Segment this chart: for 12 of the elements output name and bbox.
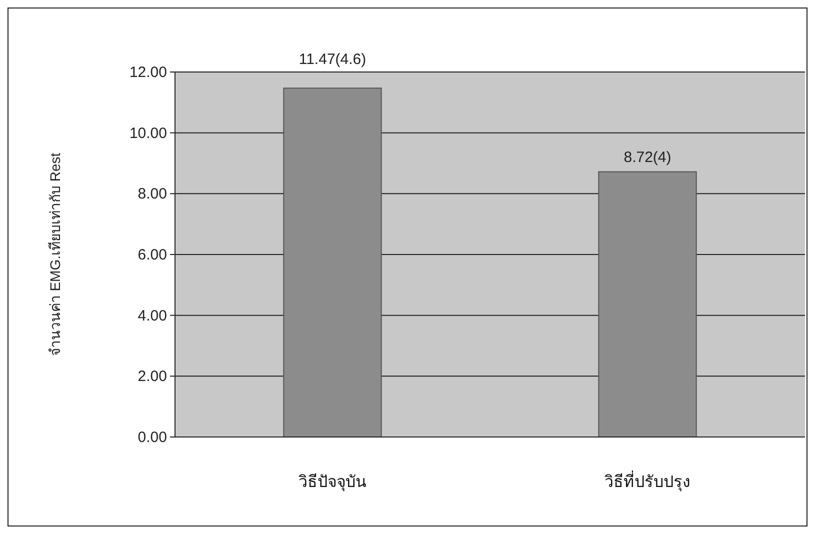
y-tick-label: 2.00 — [138, 368, 167, 386]
data-label: 11.47(4.6) — [298, 51, 366, 68]
x-tick-label: วิธีที่ปรับปรุง — [604, 470, 690, 492]
y-tick-label: 12.00 — [129, 64, 167, 81]
data-label: 8.72(4) — [624, 148, 672, 166]
y-tick-label: 10.00 — [129, 124, 167, 142]
y-tick-label: 4.00 — [138, 307, 167, 324]
x-tick-label: วิธีปัจจุบัน — [298, 473, 366, 492]
y-tick-label: 6.00 — [138, 246, 167, 264]
y-tick-label: 0.00 — [138, 429, 167, 446]
y-tick-label: 8.00 — [138, 186, 167, 203]
y-axis-title: จำนวนค่า EMG.เทียบเท่ากับ Rest — [47, 152, 63, 356]
